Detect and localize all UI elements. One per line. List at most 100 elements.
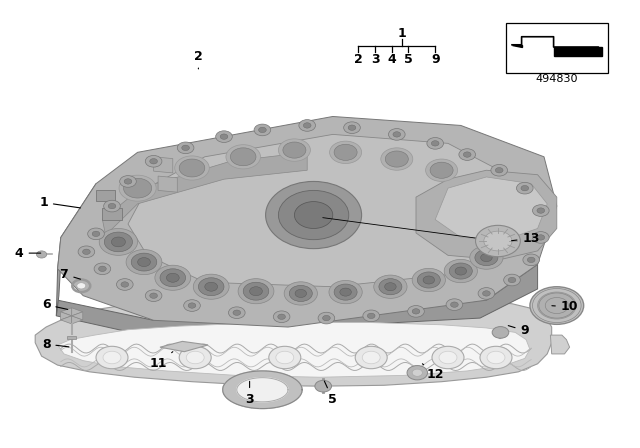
Circle shape <box>538 292 576 319</box>
Circle shape <box>516 182 533 194</box>
Circle shape <box>150 159 157 164</box>
Circle shape <box>412 309 420 314</box>
Circle shape <box>273 311 290 323</box>
Circle shape <box>283 142 306 158</box>
Circle shape <box>379 279 402 295</box>
Circle shape <box>177 142 194 154</box>
Circle shape <box>381 148 413 170</box>
Circle shape <box>475 250 498 266</box>
Circle shape <box>495 168 503 173</box>
Polygon shape <box>102 152 307 235</box>
Polygon shape <box>61 312 72 320</box>
Polygon shape <box>160 341 208 352</box>
Circle shape <box>175 156 209 180</box>
Text: 9: 9 <box>431 52 440 66</box>
Text: 8: 8 <box>42 337 69 351</box>
Circle shape <box>299 120 316 131</box>
Circle shape <box>250 287 262 296</box>
Circle shape <box>451 302 458 307</box>
Circle shape <box>160 269 186 287</box>
Circle shape <box>385 283 396 291</box>
Circle shape <box>388 129 405 140</box>
Circle shape <box>145 155 162 167</box>
Circle shape <box>492 327 509 338</box>
Polygon shape <box>56 264 538 336</box>
Circle shape <box>138 258 150 267</box>
Circle shape <box>78 246 95 258</box>
Circle shape <box>476 225 520 257</box>
Circle shape <box>455 267 467 275</box>
Circle shape <box>220 134 228 139</box>
Circle shape <box>527 257 535 263</box>
Polygon shape <box>416 170 557 260</box>
Text: 4: 4 <box>15 246 41 260</box>
Circle shape <box>340 288 351 296</box>
Circle shape <box>367 313 375 319</box>
Circle shape <box>145 290 162 302</box>
Circle shape <box>408 306 424 317</box>
Circle shape <box>355 346 387 369</box>
Circle shape <box>363 310 380 322</box>
Polygon shape <box>72 312 83 320</box>
Circle shape <box>184 300 200 311</box>
Circle shape <box>532 232 549 243</box>
Circle shape <box>407 366 428 380</box>
Circle shape <box>470 246 503 269</box>
Circle shape <box>104 200 120 212</box>
Text: 494830: 494830 <box>536 74 578 84</box>
Circle shape <box>295 289 307 297</box>
Bar <box>67 336 76 339</box>
Circle shape <box>92 231 100 237</box>
Circle shape <box>294 202 333 228</box>
Circle shape <box>104 232 132 252</box>
Circle shape <box>278 190 349 240</box>
Circle shape <box>179 159 205 177</box>
Polygon shape <box>158 176 177 192</box>
Circle shape <box>226 145 260 169</box>
Circle shape <box>278 314 285 319</box>
Circle shape <box>77 283 86 289</box>
Circle shape <box>103 351 121 364</box>
Circle shape <box>179 346 211 369</box>
Circle shape <box>483 291 490 296</box>
Circle shape <box>284 282 317 305</box>
Circle shape <box>88 228 104 240</box>
Circle shape <box>393 132 401 137</box>
Circle shape <box>186 351 204 364</box>
Text: 1: 1 <box>39 196 81 209</box>
Circle shape <box>119 175 156 201</box>
Polygon shape <box>61 316 72 324</box>
Text: 13: 13 <box>511 232 540 245</box>
Circle shape <box>126 250 162 275</box>
Circle shape <box>108 203 116 209</box>
Circle shape <box>155 265 191 290</box>
Circle shape <box>230 148 256 166</box>
Circle shape <box>124 179 132 184</box>
Circle shape <box>427 138 444 149</box>
Polygon shape <box>56 184 96 316</box>
Circle shape <box>480 346 512 369</box>
Text: 2: 2 <box>194 49 203 69</box>
Circle shape <box>481 254 492 262</box>
Circle shape <box>523 254 540 266</box>
Circle shape <box>124 178 152 198</box>
Circle shape <box>254 124 271 136</box>
Circle shape <box>344 122 360 134</box>
Circle shape <box>303 123 311 128</box>
Circle shape <box>537 208 545 213</box>
Polygon shape <box>154 157 173 173</box>
Circle shape <box>269 346 301 369</box>
Circle shape <box>120 176 136 187</box>
Circle shape <box>530 287 584 324</box>
Text: 3: 3 <box>245 381 254 406</box>
Circle shape <box>238 279 274 304</box>
Polygon shape <box>35 298 552 386</box>
Circle shape <box>131 253 157 271</box>
Circle shape <box>266 181 362 249</box>
Circle shape <box>121 282 129 287</box>
Polygon shape <box>72 308 83 316</box>
Polygon shape <box>237 378 288 402</box>
Circle shape <box>532 205 549 216</box>
Circle shape <box>228 307 245 319</box>
Circle shape <box>444 259 477 283</box>
